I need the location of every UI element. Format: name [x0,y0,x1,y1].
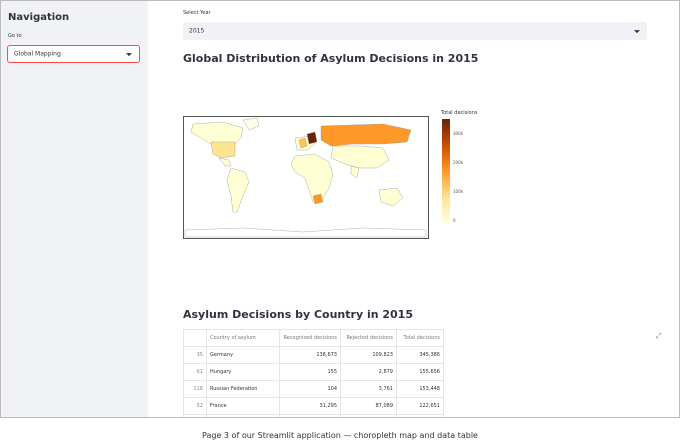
caret [126,53,132,57]
table-cell: 3,761 [340,380,397,398]
select-label: Go to [8,33,22,39]
table-cell: 31,295 [279,397,341,415]
fullscreen-icon[interactable]: ⤢ [656,332,662,340]
table-cell: Russian Federation [206,380,280,398]
colorbar-tick-label: 300k [453,131,463,136]
row-index: 116 [183,380,207,398]
column-header: Recognized decisions [279,329,341,347]
table-cell: Hungary [206,363,280,381]
table-cell: 153,448 [396,380,444,398]
colorbar-title: Total decisions [441,110,478,116]
colorbar [442,119,450,223]
colorbar-tick-label: 0 [453,218,456,223]
table-row: 61 Hungary 155 2,879 155,656 [183,363,444,381]
column-header: Rejected decisions [340,329,397,347]
table-row: 52 France 31,295 87,089 122,651 [183,397,444,415]
row-index: 61 [183,363,207,381]
table-cell: Germany [206,346,280,364]
table-cell: France [206,397,280,415]
index-header [183,329,207,347]
year-value: 2015 [189,27,205,35]
table-cell: 2,879 [340,363,397,381]
column-header: Country of asylum [206,329,280,347]
colorbar-tick-label: 100k [453,189,463,194]
year-label: Select Year [183,10,211,16]
table-cell: 122,651 [396,397,444,415]
table-cell: 155,656 [396,363,444,381]
column-header: Total decisions [396,329,444,347]
colorbar-tick-label: 200k [453,160,463,165]
table-cell: 104 [279,380,341,398]
caret [634,30,640,34]
table-cell: 76,370 [340,414,397,417]
table-cell: 83,835 [396,414,444,417]
row-index: 52 [183,397,207,415]
table-cell: 345,386 [396,346,444,364]
table-cell: 155 [279,363,341,381]
table-row: 35 Germany 138,673 109,823 345,386 [183,346,444,364]
page-select[interactable]: Global Mapping [7,45,140,63]
table-cell: South Africa [206,414,280,417]
select-value: Global Mapping [14,50,61,58]
table-row: 124South Africa2,61676,37083,835 [183,414,444,417]
choropleth-map[interactable] [183,116,429,239]
table-row: 116 Russian Federation 104 3,761 153,448 [183,380,444,398]
header-row: Country of asylum Recognized decisions Rej… [183,329,444,347]
caption: Page 3 of our Streamlit application — ch… [202,431,478,440]
table-cell: 87,089 [340,397,397,415]
map-heading: Global Distribution of Asylum Decisions … [183,52,479,65]
screenshot: Navigation Go to Global Mapping Select Y… [0,0,680,418]
table-cell: 2,616 [279,414,341,417]
row-index: 35 [183,346,207,364]
table-cell: 138,673 [279,346,341,364]
row-index: 124 [183,414,207,417]
year-select[interactable]: 2015 [183,22,647,40]
table-heading: Asylum Decisions by Country in 2015 [183,308,413,321]
data-table: Country of asylum Recognized decisions Rej… [183,329,444,417]
sidebar-title: Navigation [8,12,70,23]
table-cell: 109,823 [340,346,397,364]
sidebar: Navigation Go to Global Mapping [1,1,148,417]
